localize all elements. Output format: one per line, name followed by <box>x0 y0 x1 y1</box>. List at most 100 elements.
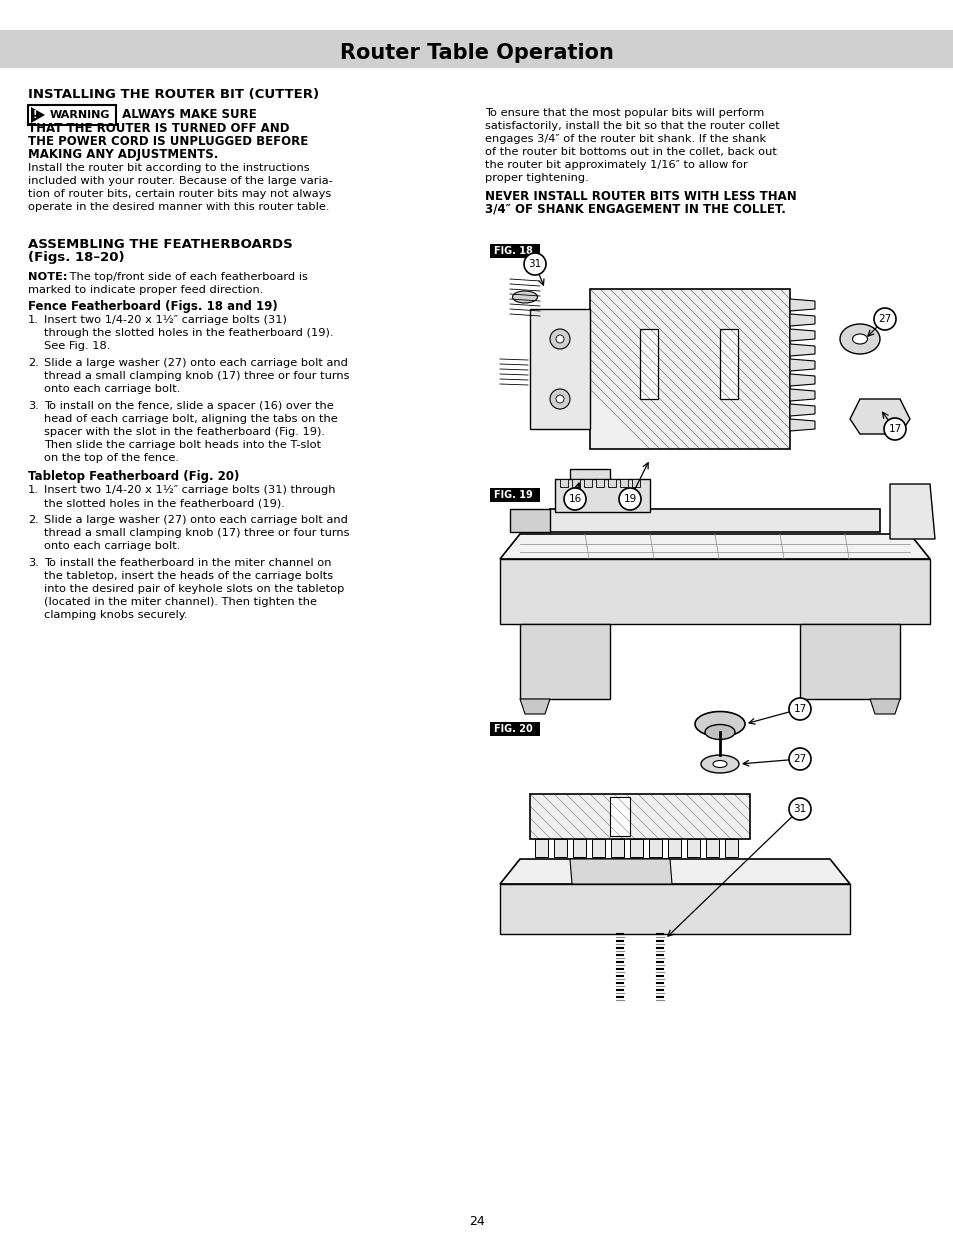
Bar <box>572 479 579 487</box>
Text: Slide a large washer (27) onto each carriage bolt and: Slide a large washer (27) onto each carr… <box>44 515 348 525</box>
Text: head of each carriage bolt, aligning the tabs on the: head of each carriage bolt, aligning the… <box>44 414 337 424</box>
Text: INSTALLING THE ROUTER BIT (CUTTER): INSTALLING THE ROUTER BIT (CUTTER) <box>28 88 319 101</box>
Bar <box>619 479 627 487</box>
Polygon shape <box>800 624 899 699</box>
Circle shape <box>563 488 585 510</box>
Text: 2.: 2. <box>28 358 39 368</box>
Bar <box>705 839 719 857</box>
Bar <box>583 479 592 487</box>
Text: Router Table Operation: Router Table Operation <box>339 43 614 63</box>
Bar <box>535 839 547 857</box>
Ellipse shape <box>840 324 879 354</box>
Circle shape <box>788 798 810 820</box>
Text: FIG. 19: FIG. 19 <box>494 490 532 500</box>
Ellipse shape <box>700 755 739 773</box>
Text: 1.: 1. <box>28 315 39 325</box>
Polygon shape <box>499 559 929 624</box>
Text: engages 3/4″ of the router bit shank. If the shank: engages 3/4″ of the router bit shank. If… <box>484 135 765 144</box>
Text: included with your router. Because of the large varia-: included with your router. Because of th… <box>28 177 333 186</box>
Polygon shape <box>789 314 814 326</box>
Text: into the desired pair of keyhole slots on the tabletop: into the desired pair of keyhole slots o… <box>44 584 344 594</box>
Text: thread a small clamping knob (17) three or four turns: thread a small clamping knob (17) three … <box>44 370 349 382</box>
Polygon shape <box>499 860 849 884</box>
Text: the tabletop, insert the heads of the carriage bolts: the tabletop, insert the heads of the ca… <box>44 571 333 580</box>
Text: clamping knobs securely.: clamping knobs securely. <box>44 610 188 620</box>
Polygon shape <box>789 404 814 416</box>
Text: THAT THE ROUTER IS TURNED OFF AND: THAT THE ROUTER IS TURNED OFF AND <box>28 122 289 135</box>
Polygon shape <box>789 419 814 431</box>
Text: 2.: 2. <box>28 515 39 525</box>
Text: 24: 24 <box>469 1215 484 1228</box>
Text: Fence Featherboard (Figs. 18 and 19): Fence Featherboard (Figs. 18 and 19) <box>28 300 277 312</box>
Circle shape <box>523 253 545 275</box>
Text: Insert two 1/4-20 x 1½″ carriage bolts (31) through: Insert two 1/4-20 x 1½″ carriage bolts (… <box>44 485 335 495</box>
Text: NEVER INSTALL ROUTER BITS WITH LESS THAN: NEVER INSTALL ROUTER BITS WITH LESS THAN <box>484 190 796 203</box>
Circle shape <box>788 748 810 769</box>
Text: To install on the fence, slide a spacer (16) over the: To install on the fence, slide a spacer … <box>44 401 334 411</box>
Text: Slide a large washer (27) onto each carriage bolt and: Slide a large washer (27) onto each carr… <box>44 358 348 368</box>
Text: The top/front side of each featherboard is: The top/front side of each featherboard … <box>66 272 308 282</box>
Bar <box>629 839 642 857</box>
Polygon shape <box>519 624 609 699</box>
Text: 17: 17 <box>793 704 806 714</box>
Text: 31: 31 <box>528 259 541 269</box>
Polygon shape <box>510 509 550 532</box>
Text: (Figs. 18–20): (Figs. 18–20) <box>28 251 125 264</box>
Bar <box>490 488 539 501</box>
Bar <box>610 839 623 857</box>
Polygon shape <box>789 374 814 387</box>
Text: 27: 27 <box>793 755 806 764</box>
Text: (located in the miter channel). Then tighten the: (located in the miter channel). Then tig… <box>44 597 316 606</box>
Text: 19: 19 <box>622 494 636 504</box>
Text: marked to indicate proper feed direction.: marked to indicate proper feed direction… <box>28 285 263 295</box>
Bar <box>592 839 604 857</box>
Circle shape <box>550 389 569 409</box>
Circle shape <box>618 488 640 510</box>
Polygon shape <box>30 107 45 124</box>
Text: WARNING: WARNING <box>50 110 111 120</box>
Text: satisfactorily, install the bit so that the router collet: satisfactorily, install the bit so that … <box>484 121 779 131</box>
Polygon shape <box>569 469 609 494</box>
Polygon shape <box>789 389 814 401</box>
Text: the router bit approximately 1/16″ to allow for: the router bit approximately 1/16″ to al… <box>484 161 747 170</box>
Text: 3/4″ OF SHANK ENGAGEMENT IN THE COLLET.: 3/4″ OF SHANK ENGAGEMENT IN THE COLLET. <box>484 203 785 216</box>
Text: ALWAYS MAKE SURE: ALWAYS MAKE SURE <box>118 107 256 121</box>
Polygon shape <box>499 884 849 934</box>
Polygon shape <box>499 534 929 559</box>
Circle shape <box>873 308 895 330</box>
Polygon shape <box>639 329 658 399</box>
Bar <box>0 30 953 68</box>
Circle shape <box>550 329 569 350</box>
Polygon shape <box>849 399 909 433</box>
Polygon shape <box>609 797 629 836</box>
Text: Then slide the carriage bolt heads into the T-slot: Then slide the carriage bolt heads into … <box>44 440 321 450</box>
Text: proper tightening.: proper tightening. <box>484 173 588 183</box>
Text: To install the featherboard in the miter channel on: To install the featherboard in the miter… <box>44 558 331 568</box>
Text: 27: 27 <box>878 314 891 324</box>
Polygon shape <box>530 794 749 839</box>
Polygon shape <box>555 479 649 513</box>
Polygon shape <box>789 299 814 311</box>
FancyBboxPatch shape <box>28 105 116 125</box>
Text: 31: 31 <box>793 804 806 814</box>
Polygon shape <box>550 509 879 532</box>
Text: Tabletop Featherboard (Fig. 20): Tabletop Featherboard (Fig. 20) <box>28 471 239 483</box>
Polygon shape <box>589 289 789 450</box>
Bar <box>631 479 639 487</box>
Text: To ensure that the most popular bits will perform: To ensure that the most popular bits wil… <box>484 107 763 119</box>
Text: through the slotted holes in the featherboard (19).: through the slotted holes in the feather… <box>44 329 334 338</box>
Bar <box>490 245 539 258</box>
Text: 1.: 1. <box>28 485 39 495</box>
Text: !: ! <box>32 110 37 120</box>
Ellipse shape <box>512 291 537 303</box>
Bar <box>559 479 567 487</box>
Circle shape <box>556 395 563 403</box>
Text: ASSEMBLING THE FEATHERBOARDS: ASSEMBLING THE FEATHERBOARDS <box>28 238 293 251</box>
Circle shape <box>788 698 810 720</box>
Text: 17: 17 <box>887 424 901 433</box>
Ellipse shape <box>712 761 726 767</box>
Bar <box>596 479 603 487</box>
Bar <box>490 722 539 736</box>
Polygon shape <box>519 699 550 714</box>
Polygon shape <box>789 329 814 341</box>
